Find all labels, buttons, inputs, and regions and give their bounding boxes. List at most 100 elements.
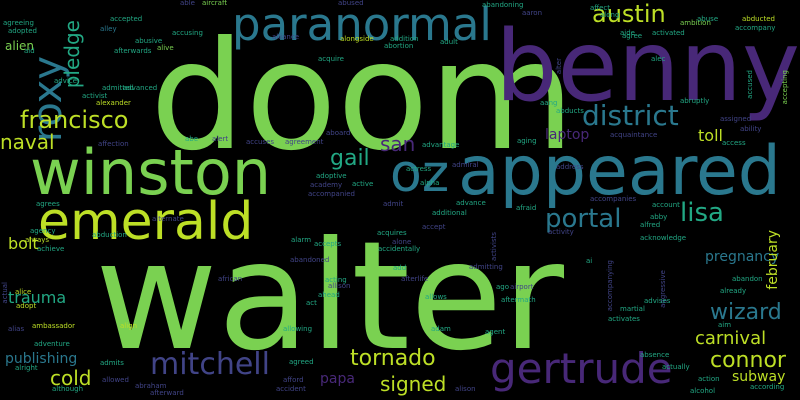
word-walter: walter bbox=[95, 210, 565, 384]
word-san: san bbox=[380, 132, 416, 156]
word-abraham: abraham bbox=[135, 382, 167, 390]
word-aide: aide bbox=[620, 29, 635, 37]
word-doom: doom bbox=[150, 10, 575, 184]
word-although: although bbox=[52, 385, 84, 393]
word-gertrude: gertrude bbox=[490, 344, 673, 393]
word-adult: adult bbox=[440, 38, 458, 46]
word-aftermath: aftermath bbox=[501, 296, 536, 304]
word-admits: admits bbox=[100, 359, 124, 367]
word-activated: activated bbox=[652, 29, 685, 37]
word-connor: connor bbox=[710, 348, 786, 373]
word-emerald: emerald bbox=[38, 192, 254, 252]
word-lisa: lisa bbox=[680, 198, 724, 228]
word-wizard: wizard bbox=[710, 300, 782, 325]
word-accuses: accuses bbox=[246, 138, 275, 146]
word-accepted: accepted bbox=[110, 15, 143, 23]
word-add: add bbox=[393, 264, 407, 272]
word-accept: accept bbox=[422, 223, 446, 231]
word-mitchell: mitchell bbox=[150, 347, 270, 382]
word-additional: additional bbox=[432, 209, 467, 217]
word-adventure: adventure bbox=[34, 340, 70, 348]
word-aang: aang bbox=[540, 99, 558, 107]
word-advice: advice bbox=[54, 77, 77, 85]
word-abducted: abducted bbox=[742, 15, 775, 23]
word-alien: alien bbox=[5, 39, 35, 53]
word-abducts: abducts bbox=[556, 107, 584, 115]
word-alongside: alongside bbox=[340, 35, 374, 43]
word-accused: accused bbox=[746, 70, 754, 99]
word-district: district bbox=[582, 99, 679, 132]
word-allowing: allowing bbox=[283, 325, 313, 333]
word-alert: alert bbox=[212, 135, 229, 143]
word-aboard: aboard bbox=[326, 129, 351, 137]
word-advanced: advanced bbox=[123, 84, 158, 92]
word-pregnancy: pregnancy bbox=[705, 249, 780, 265]
word-african: african bbox=[218, 275, 243, 283]
word-bolt: bolt bbox=[8, 234, 39, 253]
word-affection: affection bbox=[98, 140, 129, 148]
word-alison: alison bbox=[455, 385, 476, 393]
word-active: active bbox=[352, 180, 374, 188]
word-abusive: abusive bbox=[135, 37, 163, 45]
word-accepts: accepts bbox=[314, 240, 342, 248]
word-tornado: tornado bbox=[350, 346, 436, 371]
word-alternate: alternate bbox=[152, 215, 184, 223]
word-adoptive: adoptive bbox=[316, 172, 347, 180]
word-benny: benny bbox=[495, 10, 800, 124]
word-aim: aim bbox=[718, 321, 732, 329]
word-accusing: accusing bbox=[172, 29, 203, 37]
word-actually: actually bbox=[662, 363, 690, 371]
word-airport: airport bbox=[510, 283, 534, 291]
word-according: according bbox=[750, 383, 785, 391]
word-afterward: afterward bbox=[150, 389, 184, 397]
word-subway: subway bbox=[732, 369, 786, 385]
word-naval: naval bbox=[0, 130, 55, 154]
word-ambition: ambition bbox=[680, 19, 711, 27]
word-cold: cold bbox=[50, 366, 92, 390]
word-afterwards: afterwards bbox=[114, 47, 152, 55]
word-admitting: admitting bbox=[469, 263, 503, 271]
word-ambassador: ambassador bbox=[32, 322, 76, 330]
word-ahead: ahead bbox=[318, 291, 340, 299]
word-adopt: adopt bbox=[16, 302, 37, 310]
word-agreement: agreement bbox=[285, 138, 324, 146]
word-activates: activates bbox=[608, 315, 640, 323]
word-gail: gail bbox=[330, 146, 370, 171]
word-ago: ago bbox=[496, 283, 510, 291]
word-abruptly: abruptly bbox=[680, 97, 710, 105]
word-martial: martial bbox=[620, 305, 645, 313]
word-allowed: allowed bbox=[102, 376, 129, 384]
word-accidentally: accidentally bbox=[378, 245, 421, 253]
word-align: align bbox=[120, 322, 138, 330]
word-abby: abby bbox=[650, 213, 668, 221]
word-allison: allison bbox=[328, 282, 351, 290]
word-act: act bbox=[306, 299, 317, 307]
word-agreeing: agreeing bbox=[3, 19, 34, 27]
word-alice: alice bbox=[15, 288, 32, 296]
word-advance: advance bbox=[456, 199, 486, 207]
word-alcohol: alcohol bbox=[690, 387, 716, 395]
word-admitted: admitted bbox=[102, 84, 134, 92]
word-adopted: adopted bbox=[8, 27, 37, 35]
word-accompanied: accompanied bbox=[308, 190, 355, 198]
word-addition: addition bbox=[390, 35, 419, 43]
word-acting: acting bbox=[325, 276, 347, 284]
word-accompanying: accompanying bbox=[606, 260, 614, 312]
word-activists: activists bbox=[490, 232, 498, 261]
word-alarm: alarm bbox=[291, 236, 312, 244]
word-abandoned: abandoned bbox=[290, 256, 330, 264]
word-abortion: abortion bbox=[384, 42, 414, 50]
word-actress: actress bbox=[406, 165, 432, 173]
word-appeared: appeared bbox=[458, 132, 781, 211]
word-abused: abused bbox=[338, 0, 364, 7]
word-accompany: accompany bbox=[735, 24, 776, 32]
word-account: account bbox=[652, 201, 680, 209]
word-accepting: accepting bbox=[781, 70, 789, 105]
word-activist: activist bbox=[82, 92, 108, 100]
word-portal: portal bbox=[545, 204, 622, 234]
word-laptop: laptop bbox=[545, 127, 590, 143]
word-accident: accident bbox=[276, 385, 306, 393]
word-actual: actual bbox=[1, 282, 9, 304]
word-winston: winston bbox=[30, 136, 272, 209]
word-austin: austin bbox=[592, 0, 666, 28]
